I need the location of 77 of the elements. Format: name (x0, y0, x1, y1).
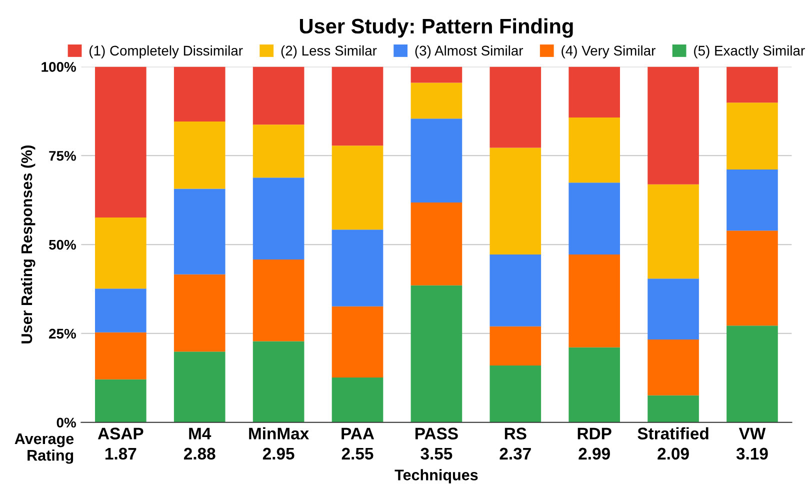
bar (410, 82, 462, 119)
bar (490, 365, 542, 422)
bar (726, 66, 778, 103)
text: Average Rating (14, 434, 74, 464)
text: 2.37 (500, 448, 531, 460)
bar (648, 66, 699, 184)
x-tick-label: M4 (189, 428, 212, 440)
bar (726, 326, 778, 422)
bar (726, 169, 778, 231)
bar (332, 146, 384, 230)
bar (252, 178, 304, 260)
bar (95, 288, 146, 332)
legend-label: (4) Very Similar (562, 45, 656, 58)
bar (648, 339, 699, 396)
y-tick-label: 0% (56, 418, 76, 428)
y-axis-title: User Rating Responses (%) (20, 146, 36, 344)
legend-label: (5) Exactly Similar (694, 45, 805, 58)
x-tick-label: PASS (415, 428, 458, 440)
bar (174, 188, 226, 274)
text: 3.19 (736, 448, 768, 460)
bar (174, 121, 226, 189)
y-tick-label: 25% (49, 328, 76, 339)
bar (410, 66, 462, 83)
x-tick-label: Stratified (638, 427, 708, 440)
bar (568, 118, 620, 183)
bar (174, 274, 226, 352)
bar (252, 66, 304, 125)
x-tick-label: RDP (578, 428, 612, 440)
bar (410, 202, 462, 286)
text: 2.09 (658, 448, 689, 460)
bar (568, 66, 620, 118)
bar (568, 182, 620, 254)
bar (174, 66, 226, 122)
bar (490, 148, 542, 254)
legend-label: (3) Almost Similar (415, 45, 524, 58)
bar (95, 332, 146, 380)
x-axis-title: Techniques (394, 469, 478, 484)
bar (648, 184, 699, 279)
bar (490, 326, 542, 366)
x-tick-label: MinMax (249, 427, 309, 440)
bar (252, 259, 304, 342)
x-tick-label: RS (504, 428, 526, 440)
text: 2.88 (184, 448, 216, 460)
text: 3.55 (420, 448, 452, 460)
bar (95, 379, 146, 422)
text: 1.87 (106, 448, 136, 460)
bar (726, 102, 778, 170)
bar (332, 378, 384, 422)
bar (490, 254, 542, 326)
legend-label: (1) Completely Dissimilar (90, 45, 243, 58)
y-tick-label: 75% (49, 150, 76, 161)
bar (568, 347, 620, 422)
bar (648, 278, 699, 340)
bar (410, 285, 462, 422)
text: 2.99 (578, 448, 610, 460)
bar (252, 341, 304, 422)
bar (568, 254, 620, 348)
text: 2.55 (342, 448, 374, 460)
text: 2.95 (262, 448, 294, 460)
bar (490, 66, 542, 148)
y-tick-label: 50% (48, 240, 76, 250)
x-tick-label: ASAP (98, 428, 144, 440)
y-tick-label: 100% (42, 62, 76, 72)
bar (332, 230, 384, 306)
x-tick-label: PAA (342, 428, 374, 440)
legend-label: (2) Less Similar (281, 45, 377, 58)
x-tick-label: VW (738, 428, 766, 440)
bar (332, 66, 384, 146)
bar (332, 306, 384, 378)
bar (726, 230, 778, 326)
bar (95, 66, 146, 218)
bar (95, 218, 146, 289)
bar (174, 352, 226, 422)
chart-title: User Study: Pattern Finding (300, 18, 573, 38)
bar (648, 395, 699, 422)
bar (410, 118, 462, 203)
bar (252, 124, 304, 178)
